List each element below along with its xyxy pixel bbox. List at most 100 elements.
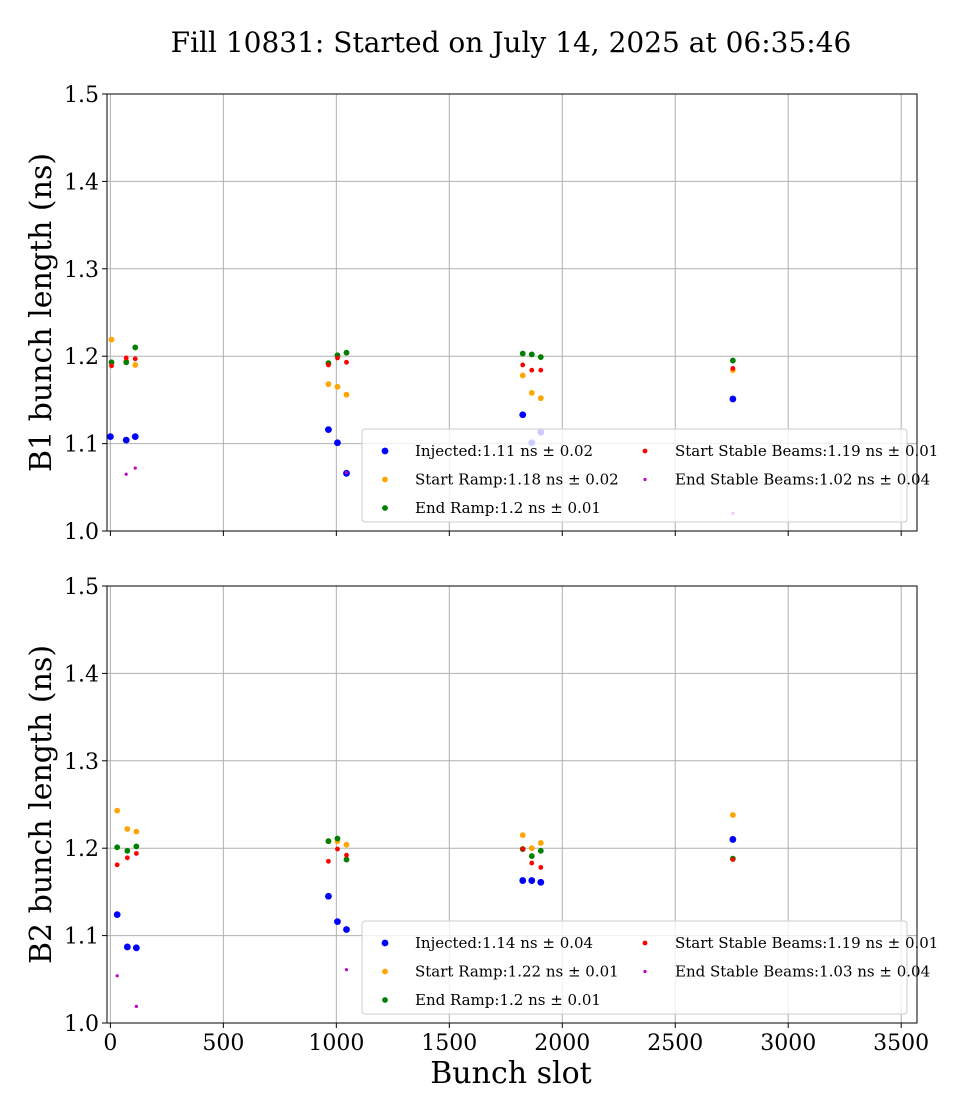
data-point [115,974,119,978]
data-point [325,838,332,845]
data-point [529,860,535,866]
data-point [326,858,331,864]
data-point [730,857,736,862]
data-point [123,359,130,366]
panels: 1.0 1.1 1.2 1.3 1.4 1.5 B1 bunch length (ns) In… [24,83,938,1056]
data-point [334,383,341,390]
x-tick-label: 2500 [647,1031,703,1056]
y-tick-label: 1.1 [64,925,99,950]
legend-label: Injected:1.11 ns ± 0.02 [415,442,593,460]
data-point [113,911,121,919]
data-point [537,840,544,846]
data-point [344,968,349,972]
data-point [132,344,139,351]
data-point [519,372,526,379]
x-axis-label: Bunch slot [430,1056,591,1091]
data-point [131,433,139,441]
data-point [344,359,349,365]
data-point [520,362,526,368]
data-point [729,836,737,843]
series-4 [109,355,736,373]
y-tick-label: 1.0 [64,520,99,545]
data-point [133,851,139,856]
data-point [134,1004,138,1008]
data-point [537,878,545,886]
series-3 [108,344,736,367]
series-2 [114,807,736,852]
legend-marker [382,997,388,1003]
data-point [528,351,535,358]
legend-label: End Stable Beams:1.03 ns ± 0.04 [675,963,930,981]
series-4 [114,846,736,870]
data-point [537,847,544,854]
legend-marker [382,505,388,511]
x-tick-label: 500 [202,1031,244,1056]
panel-1: 1.0 1.1 1.2 1.3 1.4 1.5 B1 bunch length (ns) In… [24,83,938,545]
data-point [124,855,130,861]
y-tick-label: 1.4 [64,662,99,687]
legend-marker [381,447,389,455]
data-point [133,828,140,835]
data-point [344,852,349,858]
y-tick-label: 1.0 [64,1012,99,1037]
legend-marker [381,939,389,947]
legend-label: Start Ramp:1.18 ns ± 0.02 [415,471,619,489]
data-point [108,336,115,343]
data-point [343,841,350,848]
data-point [519,350,526,357]
legend: Injected:1.11 ns ± 0.02 Start Ramp:1.18 n… [361,428,938,523]
data-point [325,892,332,900]
data-point [325,426,332,434]
data-point [343,856,350,863]
data-point [325,381,332,388]
y-tick-label: 1.4 [64,170,99,195]
data-point [124,472,128,476]
y-tick-label: 1.5 [64,575,99,600]
data-point [334,835,341,842]
legend-label: Start Stable Beams:1.19 ns ± 0.01 [675,442,938,460]
data-point [132,362,139,368]
data-point [519,877,527,884]
data-point [537,395,544,402]
data-point [519,411,527,419]
data-point [729,357,736,364]
data-point [343,926,350,933]
data-point [520,846,526,852]
data-point [123,943,131,951]
legend-label: End Stable Beams:1.02 ns ± 0.04 [675,471,930,489]
x-tick-label: 1000 [308,1031,364,1056]
y-tick-label: 1.3 [64,750,99,775]
legend-marker [382,968,388,975]
data-point [528,877,536,884]
data-point [114,807,121,814]
x-tick-label: 2000 [534,1031,590,1056]
legend-marker [643,477,647,482]
data-point [537,354,544,360]
data-point [109,363,114,369]
data-point [114,862,120,868]
data-point [344,470,349,475]
data-point [114,844,121,851]
data-point [519,832,526,838]
data-point [326,362,331,368]
data-point [529,367,535,373]
data-point [122,436,130,444]
data-point [132,356,138,362]
data-point [528,390,535,396]
legend-marker [643,969,647,974]
legend-marker [382,476,388,483]
x-tick-label: 3000 [760,1031,816,1056]
x-tick-label: 3500 [873,1031,929,1056]
legend-label: Start Stable Beams:1.19 ns ± 0.01 [675,934,938,952]
legend-marker [642,940,648,946]
data-point [334,439,341,447]
legend-box [361,920,908,1015]
y-tick-label: 1.2 [64,345,99,370]
data-point [343,391,350,398]
series-1 [113,836,737,952]
y-axis-label: B2 bunch length (ns) [24,645,59,964]
axes-frame [106,585,918,1024]
data-point [124,826,131,832]
legend-label: Start Ramp:1.22 ns ± 0.01 [415,963,619,981]
